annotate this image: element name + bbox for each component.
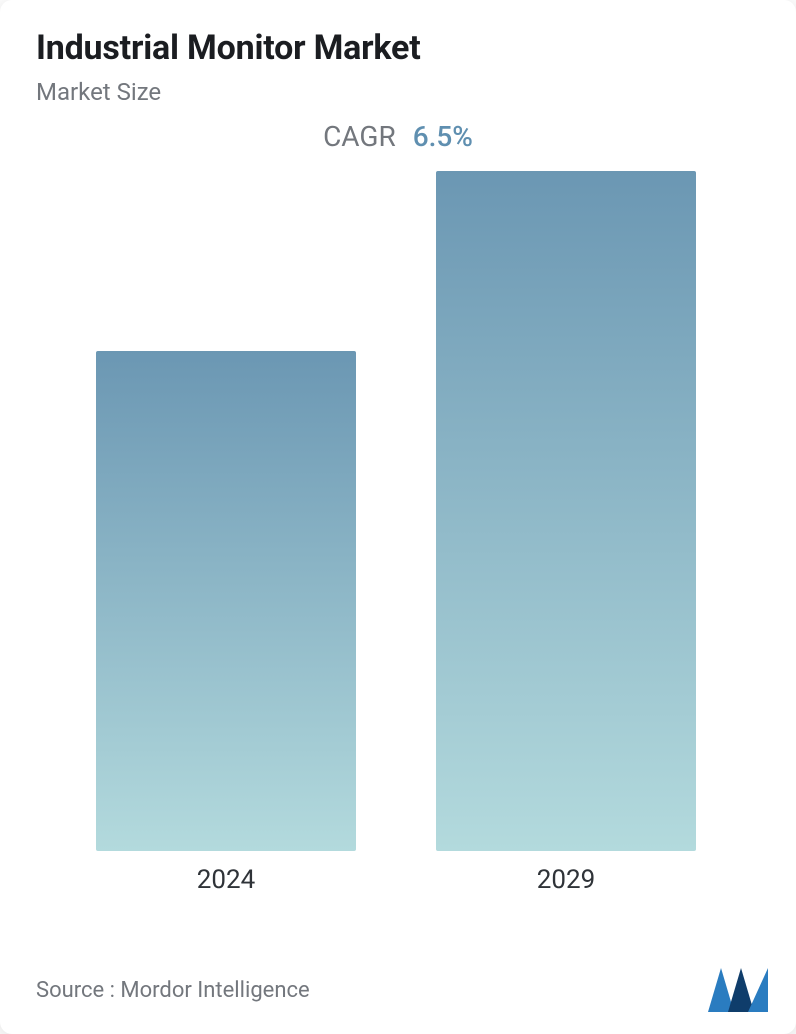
brand-logo-icon: [708, 968, 768, 1012]
chart-plot: [36, 171, 760, 851]
bar: [436, 171, 696, 851]
source-text: Source : Mordor Intelligence: [36, 978, 310, 1003]
bar: [96, 351, 356, 851]
x-axis-labels: 2024 2029: [36, 865, 760, 909]
cagr-value: 6.5%: [413, 120, 473, 153]
chart-subtitle: Market Size: [36, 78, 760, 106]
x-axis-label: 2024: [96, 865, 356, 895]
cagr-label: CAGR: [323, 120, 396, 153]
header: Industrial Monitor Market Market Size CA…: [0, 0, 796, 161]
x-axis-label: 2029: [436, 865, 696, 895]
footer: Source : Mordor Intelligence: [0, 968, 796, 1034]
cagr-row: CAGR 6.5%: [36, 120, 760, 153]
chart-card: Industrial Monitor Market Market Size CA…: [0, 0, 796, 1034]
chart-area: 2024 2029: [0, 161, 796, 968]
chart-title: Industrial Monitor Market: [36, 28, 760, 68]
